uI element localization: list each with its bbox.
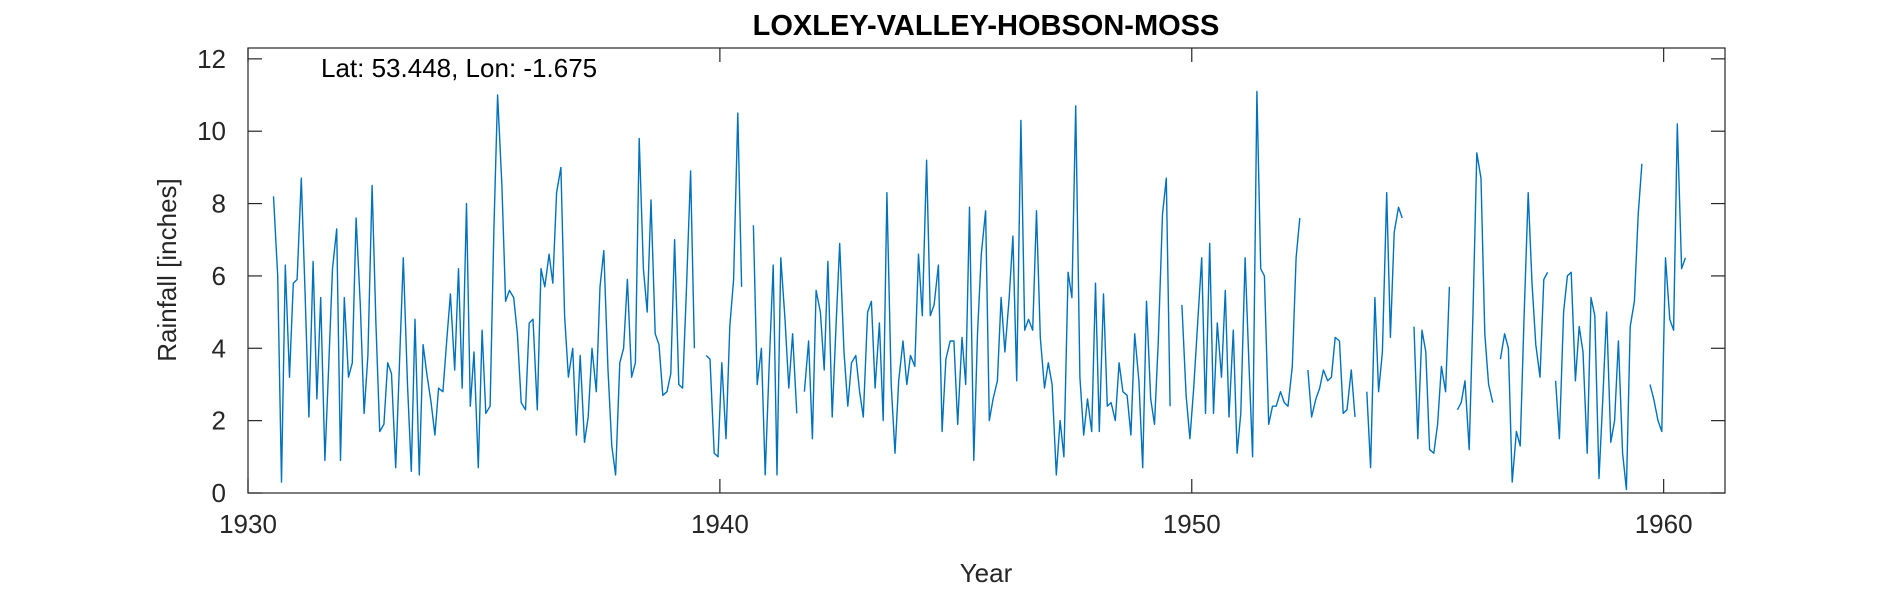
rainfall-line-segment (272, 94, 696, 483)
rainfall-line-segment (1307, 336, 1356, 418)
rainfall-line-segment (803, 105, 1171, 476)
tick-labels: 1930 1940 1950 1960 0 2 4 6 8 10 12 (197, 44, 1692, 539)
x-tick-label: 1960 (1635, 509, 1693, 539)
rainfall-line-segment (1366, 192, 1403, 469)
rainfall-line-segment (752, 225, 798, 476)
y-tick-label: 2 (212, 406, 226, 436)
y-tick-label: 4 (212, 333, 226, 363)
location-annotation: Lat: 53.448, Lon: -1.675 (321, 53, 597, 83)
rainfall-line-segment (1456, 152, 1494, 451)
y-axis-label: Rainfall [inches] (152, 178, 182, 362)
y-tick-label: 8 (212, 189, 226, 219)
rainfall-line-segment (1499, 192, 1549, 483)
y-tick-label: 12 (197, 44, 226, 74)
rainfall-line-segment (705, 112, 743, 458)
rainfall-line-segment (1413, 286, 1451, 454)
plot-frame (247, 47, 1726, 494)
y-tick-label: 0 (212, 478, 226, 508)
x-axis-label: Year (960, 558, 1013, 588)
data-layer (272, 90, 1687, 491)
rainfall-line-segment (1649, 123, 1687, 433)
rainfall-line-segment (1554, 163, 1643, 491)
rainfall-line-segment (1181, 90, 1301, 458)
x-tick-label: 1930 (219, 509, 277, 539)
chart-title: LOXLEY-VALLEY-HOBSON-MOSS (753, 10, 1220, 42)
x-tick-label: 1950 (1163, 509, 1221, 539)
y-tick-label: 10 (197, 116, 226, 146)
x-tick-label: 1940 (691, 509, 749, 539)
y-tick-label: 6 (212, 261, 226, 291)
